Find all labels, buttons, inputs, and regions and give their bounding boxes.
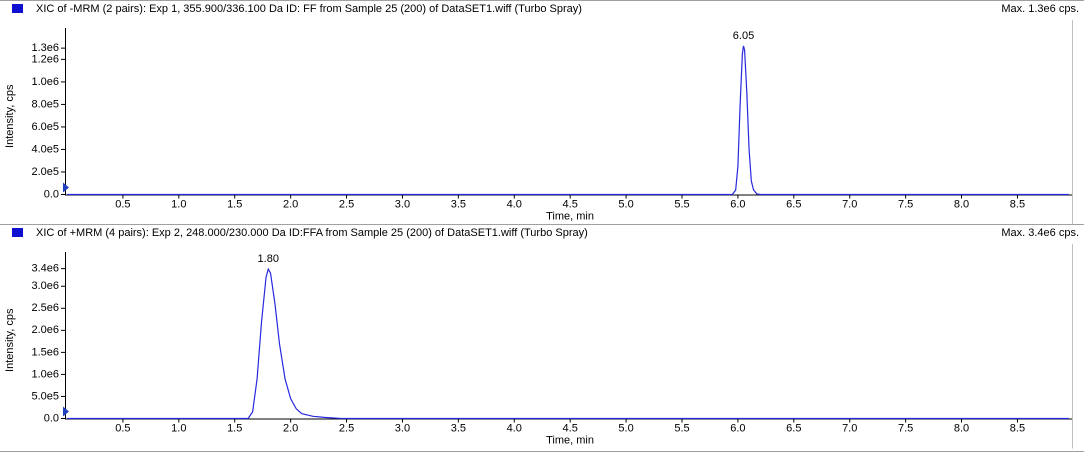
x-tick-label: 6.5 — [786, 198, 801, 210]
x-tick-label: 7.5 — [898, 422, 913, 434]
x-tick-label: 7.0 — [842, 422, 857, 434]
x-tick-label: 0.5 — [115, 422, 130, 434]
y-tick-label: 1.3e6 — [31, 42, 59, 54]
x-tick-label: 7.5 — [898, 198, 913, 210]
x-tick-label: 8.5 — [1010, 198, 1025, 210]
peak-label: 1.80 — [258, 253, 279, 265]
x-tick-label: 5.5 — [674, 198, 689, 210]
x-tick-label: 4.5 — [563, 198, 578, 210]
x-tick-label: 2.5 — [339, 198, 354, 210]
x-tick-label: 0.5 — [115, 198, 130, 210]
trace — [67, 267, 1069, 420]
x-axis-title: Time, min — [546, 210, 594, 222]
x-tick-label: 1.5 — [227, 198, 242, 210]
x-tick-label: 7.0 — [842, 198, 857, 210]
y-tick-label: 1.0e6 — [31, 76, 59, 88]
y-tick-label: 0.0 — [44, 188, 59, 200]
y-tick-label: 2.5e6 — [31, 302, 59, 314]
y-tick-label: 4.0e5 — [31, 143, 59, 155]
x-tick-label: 1.0 — [171, 198, 186, 210]
max-label: Max. 3.4e6 cps. — [1001, 227, 1079, 239]
y-axis-title: Intensity, cps — [4, 84, 16, 148]
x-tick-label: 3.0 — [395, 422, 410, 434]
x-tick-label: 2.5 — [339, 422, 354, 434]
baseline-marker — [63, 182, 69, 193]
x-tick-label: 8.0 — [954, 198, 969, 210]
y-axis-title: Intensity, cps — [4, 308, 16, 372]
y-tick-label: 2.0e5 — [31, 166, 59, 178]
x-tick-label: 3.0 — [395, 198, 410, 210]
x-tick-label: 6.0 — [730, 422, 745, 434]
panel-icon[interactable] — [12, 4, 23, 13]
panel-title: XIC of -MRM (2 pairs): Exp 1, 355.900/33… — [36, 3, 582, 15]
x-tick-label: 6.0 — [730, 198, 745, 210]
x-tick-label: 6.5 — [786, 422, 801, 434]
baseline-marker — [63, 406, 69, 417]
x-tick-label: 4.0 — [507, 422, 522, 434]
y-tick-label: 1.0e6 — [31, 368, 59, 380]
y-tick-label: 1.5e6 — [31, 346, 59, 358]
y-tick-label: 3.0e6 — [31, 280, 59, 292]
x-tick-label: 2.0 — [283, 422, 298, 434]
y-tick-label: 6.0e5 — [31, 121, 59, 133]
x-tick-label: 4.5 — [563, 422, 578, 434]
x-tick-label: 3.5 — [451, 198, 466, 210]
y-tick-label: 0.0 — [44, 412, 59, 424]
max-label: Max. 1.3e6 cps. — [1001, 3, 1079, 15]
x-tick-label: 5.5 — [674, 422, 689, 434]
y-tick-label: 2.0e6 — [31, 324, 59, 336]
panel-icon[interactable] — [12, 228, 23, 237]
x-tick-label: 8.5 — [1010, 422, 1025, 434]
x-tick-label: 2.0 — [283, 198, 298, 210]
x-tick-label: 8.0 — [954, 422, 969, 434]
x-tick-label: 1.5 — [227, 422, 242, 434]
x-tick-label: 3.5 — [451, 422, 466, 434]
panel-title: XIC of +MRM (4 pairs): Exp 2, 248.000/23… — [36, 227, 588, 239]
y-tick-label: 8.0e5 — [31, 98, 59, 110]
x-tick-label: 1.0 — [171, 422, 186, 434]
x-tick-label: 5.0 — [618, 198, 633, 210]
peak-label: 6.05 — [733, 30, 754, 42]
x-tick-label: 4.0 — [507, 198, 522, 210]
trace — [67, 45, 1069, 196]
x-tick-label: 5.0 — [618, 422, 633, 434]
y-tick-label: 5.0e5 — [31, 390, 59, 402]
x-axis-title: Time, min — [546, 434, 594, 446]
y-tick-label: 1.2e6 — [31, 53, 59, 65]
y-tick-label: 3.4e6 — [31, 263, 59, 275]
